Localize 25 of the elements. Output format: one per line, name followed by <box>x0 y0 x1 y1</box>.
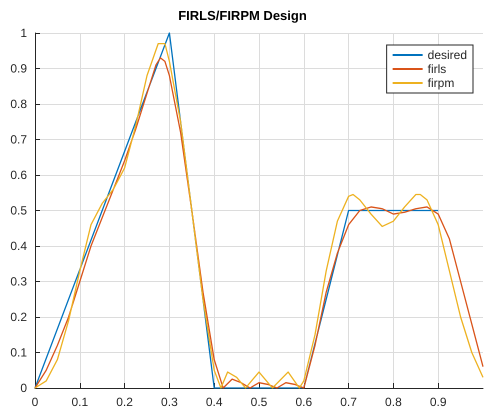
x-tick-label: 0.2 <box>116 395 134 408</box>
x-tick-label: 0.5 <box>250 395 268 408</box>
y-tick-label: 0.7 <box>10 132 28 146</box>
x-tick-label: 0 <box>32 395 39 408</box>
x-tick-label: 0.7 <box>340 395 358 408</box>
x-tick-label: 0.9 <box>430 395 447 408</box>
x-tick-label: 0.1 <box>71 395 88 408</box>
y-tick-label: 1 <box>20 26 28 40</box>
chart-title: FIRLS/FIRPM Design <box>178 8 307 23</box>
y-tick-label: 0.4 <box>10 239 28 253</box>
y-tick-label: 0.9 <box>10 62 28 76</box>
y-tick-label: 0.5 <box>10 204 28 218</box>
x-tick-label: 0.4 <box>206 395 223 408</box>
y-tick-label: 0 <box>20 381 28 395</box>
y-tick-label: 0.2 <box>10 310 28 324</box>
x-tick-label: 0.8 <box>385 395 402 408</box>
y-tick-label: 0.6 <box>10 168 28 182</box>
x-tick-label: 0.6 <box>295 395 312 408</box>
x-tick-label: 0.3 <box>161 395 178 408</box>
legend-label: firls <box>428 62 446 76</box>
y-tick-label: 0.3 <box>10 274 28 288</box>
y-tick-label: 0.1 <box>10 346 28 360</box>
legend-label: firpm <box>428 76 454 90</box>
legend-label: desired <box>428 48 467 62</box>
y-tick-label: 0.8 <box>10 97 28 111</box>
